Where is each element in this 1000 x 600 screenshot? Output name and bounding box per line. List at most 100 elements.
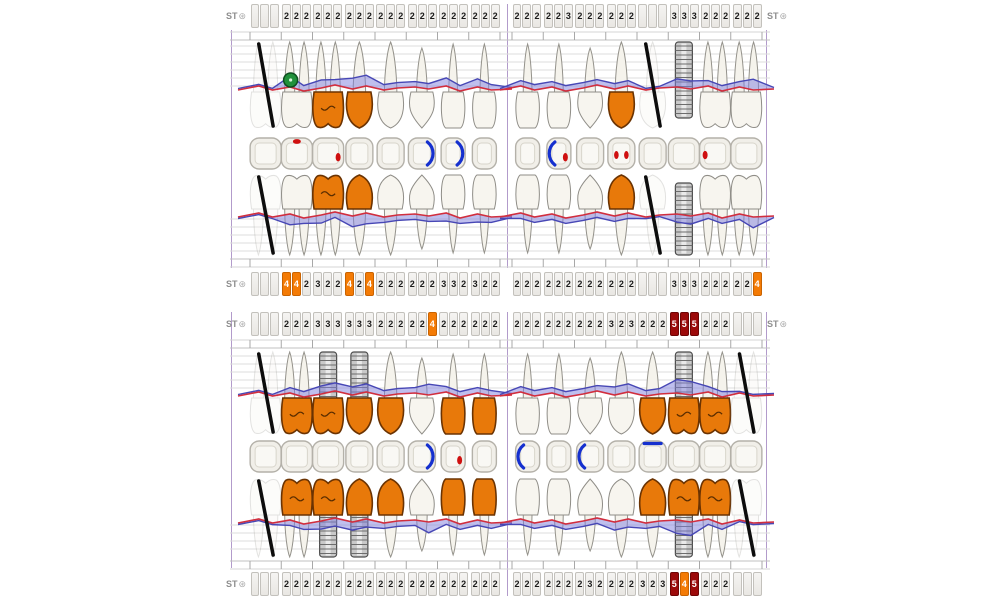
tooth-43-lower-lingual[interactable] [408, 478, 435, 553]
st-cell[interactable]: 2 [512, 4, 522, 28]
tooth-43-occlusal[interactable] [407, 440, 437, 473]
tooth-45-lower-lingual[interactable] [345, 478, 374, 558]
st-cell[interactable]: 3 [470, 272, 480, 296]
st-cell[interactable]: 2 [721, 272, 731, 296]
tooth-32-occlusal[interactable] [546, 440, 572, 473]
tooth-13-upper-palatal[interactable] [408, 174, 435, 251]
st-cell[interactable]: 4 [281, 272, 291, 296]
st-cell[interactable]: 4 [679, 572, 689, 596]
st-cell[interactable] [658, 4, 668, 28]
st-cell[interactable]: 5 [689, 312, 699, 336]
st-cell[interactable]: 2 [480, 272, 490, 296]
st-cell[interactable]: 2 [701, 312, 711, 336]
st-cell[interactable]: 2 [396, 4, 406, 28]
st-cell[interactable]: 2 [616, 272, 626, 296]
st-cell[interactable]: 2 [711, 4, 721, 28]
st-cell[interactable] [742, 572, 752, 596]
tooth-43-lower-buccal[interactable] [408, 356, 435, 435]
st-cell[interactable]: 2 [417, 312, 427, 336]
tooth-41-occlusal[interactable] [471, 440, 498, 473]
st-cell[interactable]: 4 [364, 272, 374, 296]
tooth-35-lower-lingual[interactable] [638, 478, 667, 559]
st-cell[interactable]: 2 [417, 272, 427, 296]
st-cell[interactable]: 3 [313, 272, 323, 296]
tooth-35-lower-buccal[interactable] [638, 350, 667, 435]
st-cell[interactable]: 2 [543, 4, 553, 28]
tooth-23-occlusal[interactable] [575, 137, 605, 170]
st-cell[interactable]: 2 [407, 572, 417, 596]
st-cell[interactable] [732, 572, 742, 596]
st-cell[interactable]: 2 [658, 312, 668, 336]
st-cell[interactable]: 2 [449, 312, 459, 336]
st-cell[interactable]: 5 [669, 312, 679, 336]
st-cell[interactable]: 3 [364, 312, 374, 336]
st-cell[interactable]: 2 [512, 312, 522, 336]
tooth-22-occlusal[interactable] [546, 137, 572, 170]
st-cell[interactable]: 3 [669, 272, 679, 296]
st-cell[interactable]: 2 [291, 4, 301, 28]
st-cell[interactable]: 3 [679, 4, 689, 28]
st-cell[interactable]: 2 [595, 4, 605, 28]
tooth-36-lower-lingual[interactable] [667, 478, 700, 558]
tooth-44-occlusal[interactable] [376, 440, 405, 473]
st-cell[interactable]: 2 [732, 4, 742, 28]
st-cell[interactable]: 2 [563, 312, 573, 336]
tooth-21-occlusal[interactable] [514, 137, 541, 170]
st-cell[interactable]: 2 [291, 312, 301, 336]
st-cell[interactable]: 2 [459, 312, 469, 336]
st-cell[interactable]: 2 [575, 4, 585, 28]
st-cell[interactable]: 2 [376, 4, 386, 28]
st-cell[interactable]: 2 [490, 272, 500, 296]
st-cell[interactable]: 2 [439, 572, 449, 596]
tooth-48-lower-lingual[interactable] [249, 478, 282, 559]
st-cell[interactable]: 3 [585, 572, 595, 596]
st-cell[interactable]: 2 [313, 4, 323, 28]
st-cell[interactable]: 2 [563, 572, 573, 596]
st-cell[interactable]: 2 [480, 4, 490, 28]
st-cell[interactable]: 2 [459, 572, 469, 596]
st-cell[interactable]: 2 [626, 272, 636, 296]
tooth-38-occlusal[interactable] [730, 440, 763, 473]
st-cell[interactable]: 2 [616, 572, 626, 596]
st-cell[interactable]: 5 [679, 312, 689, 336]
st-cell[interactable]: 4 [752, 272, 762, 296]
st-cell[interactable]: 2 [354, 572, 364, 596]
tooth-34-occlusal[interactable] [607, 440, 636, 473]
st-cell[interactable]: 2 [553, 572, 563, 596]
tooth-28-occlusal[interactable] [730, 137, 763, 170]
st-cell[interactable]: 2 [606, 272, 616, 296]
tooth-32-lower-buccal[interactable] [546, 352, 572, 435]
tooth-27-upper-buccal[interactable] [699, 40, 731, 129]
tooth-44-lower-lingual[interactable] [376, 478, 405, 559]
st-cell[interactable]: 2 [333, 4, 343, 28]
st-cell[interactable]: 3 [669, 4, 679, 28]
tooth-41-lower-lingual[interactable] [471, 478, 497, 557]
st-cell[interactable]: 2 [752, 4, 762, 28]
st-cell[interactable]: 2 [543, 312, 553, 336]
st-cell[interactable]: 2 [427, 272, 437, 296]
st-cell[interactable]: 2 [396, 272, 406, 296]
tooth-27-upper-palatal[interactable] [699, 174, 731, 257]
st-cell[interactable]: 2 [459, 4, 469, 28]
tooth-34-lower-lingual[interactable] [607, 478, 635, 559]
st-cell[interactable]: 2 [281, 312, 291, 336]
st-cell[interactable]: 2 [439, 4, 449, 28]
tooth-35-occlusal[interactable] [638, 440, 667, 473]
st-cell[interactable]: 2 [407, 312, 417, 336]
st-cell[interactable]: 2 [585, 4, 595, 28]
tooth-42-occlusal[interactable] [440, 440, 466, 473]
st-cell[interactable]: 2 [323, 272, 333, 296]
tooth-26-occlusal[interactable] [667, 137, 701, 170]
st-cell[interactable]: 2 [301, 312, 311, 336]
st-cell[interactable] [250, 312, 260, 336]
st-cell[interactable] [270, 312, 280, 336]
st-cell[interactable] [260, 272, 270, 296]
tooth-47-lower-buccal[interactable] [280, 350, 313, 435]
tooth-24-upper-buccal[interactable] [607, 40, 636, 129]
st-cell[interactable]: 2 [313, 572, 323, 596]
st-cell[interactable]: 2 [575, 312, 585, 336]
st-cell[interactable]: 2 [522, 572, 532, 596]
tooth-18-upper-palatal[interactable] [249, 174, 282, 257]
st-cell[interactable] [250, 572, 260, 596]
tooth-33-lower-lingual[interactable] [577, 478, 604, 553]
